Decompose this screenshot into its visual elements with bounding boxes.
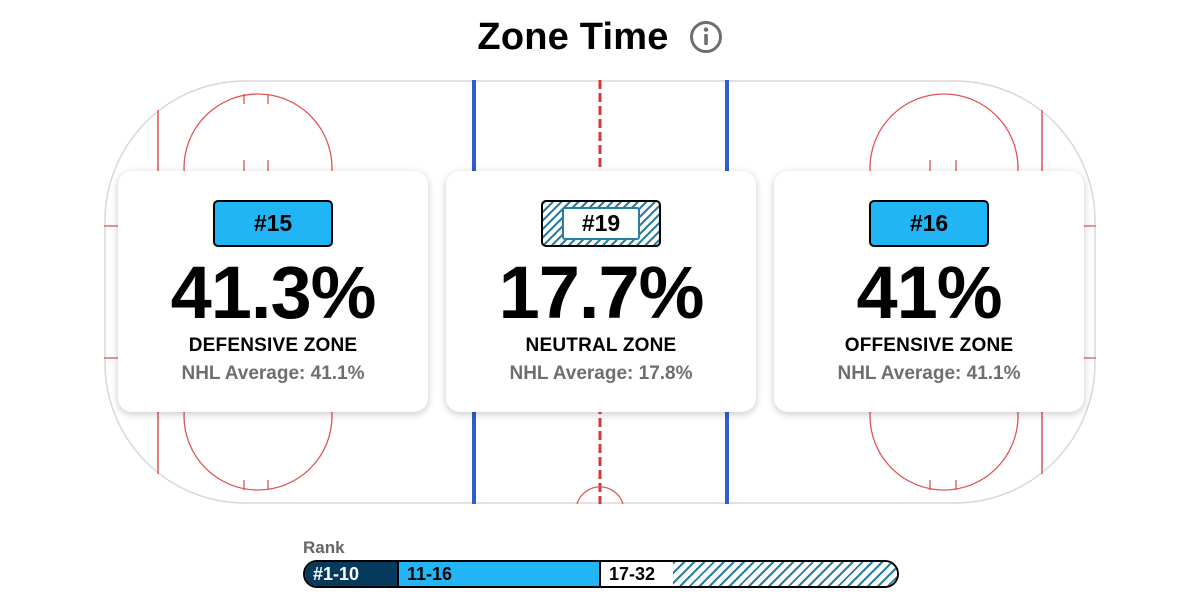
info-icon[interactable] <box>689 20 723 54</box>
legend-tier-17-32: 17-32 <box>601 562 673 586</box>
page-title: Zone Time <box>477 15 669 58</box>
zone-percentage: 41.3% <box>170 251 377 334</box>
header: Zone Time <box>0 14 1200 60</box>
zone-label: OFFENSIVE ZONE <box>844 335 1014 356</box>
rank-badge-text: #19 <box>562 207 640 240</box>
zone-label: NEUTRAL ZONE <box>525 335 677 356</box>
zone-percentage: 17.7% <box>498 251 705 334</box>
rank-legend: Rank #1-10 11-16 17-32 <box>303 538 903 588</box>
neutral-zone-card: #19 17.7% NEUTRAL ZONE NHL Average: 17.8… <box>446 171 756 412</box>
legend-label: Rank <box>303 538 345 557</box>
nhl-average: NHL Average: 17.8% <box>509 363 693 384</box>
zone-percentage: 41% <box>856 251 1002 334</box>
offensive-zone-card: #16 41% OFFENSIVE ZONE NHL Average: 41.1… <box>774 171 1084 412</box>
nhl-average: NHL Average: 41.1% <box>837 363 1021 384</box>
legend-tier-1-10: #1-10 <box>305 562 399 586</box>
legend-tier-11-16: 11-16 <box>399 562 601 586</box>
nhl-average: NHL Average: 41.1% <box>181 363 365 384</box>
legend-bar: #1-10 11-16 17-32 <box>303 560 899 588</box>
defensive-zone-card: #15 41.3% DEFENSIVE ZONE NHL Average: 41… <box>118 171 428 412</box>
rank-badge: #19 <box>541 200 661 247</box>
rank-badge: #16 <box>869 200 989 247</box>
legend-hatch-swatch <box>673 562 897 586</box>
rank-badge: #15 <box>213 200 333 247</box>
zone-label: DEFENSIVE ZONE <box>188 335 358 356</box>
